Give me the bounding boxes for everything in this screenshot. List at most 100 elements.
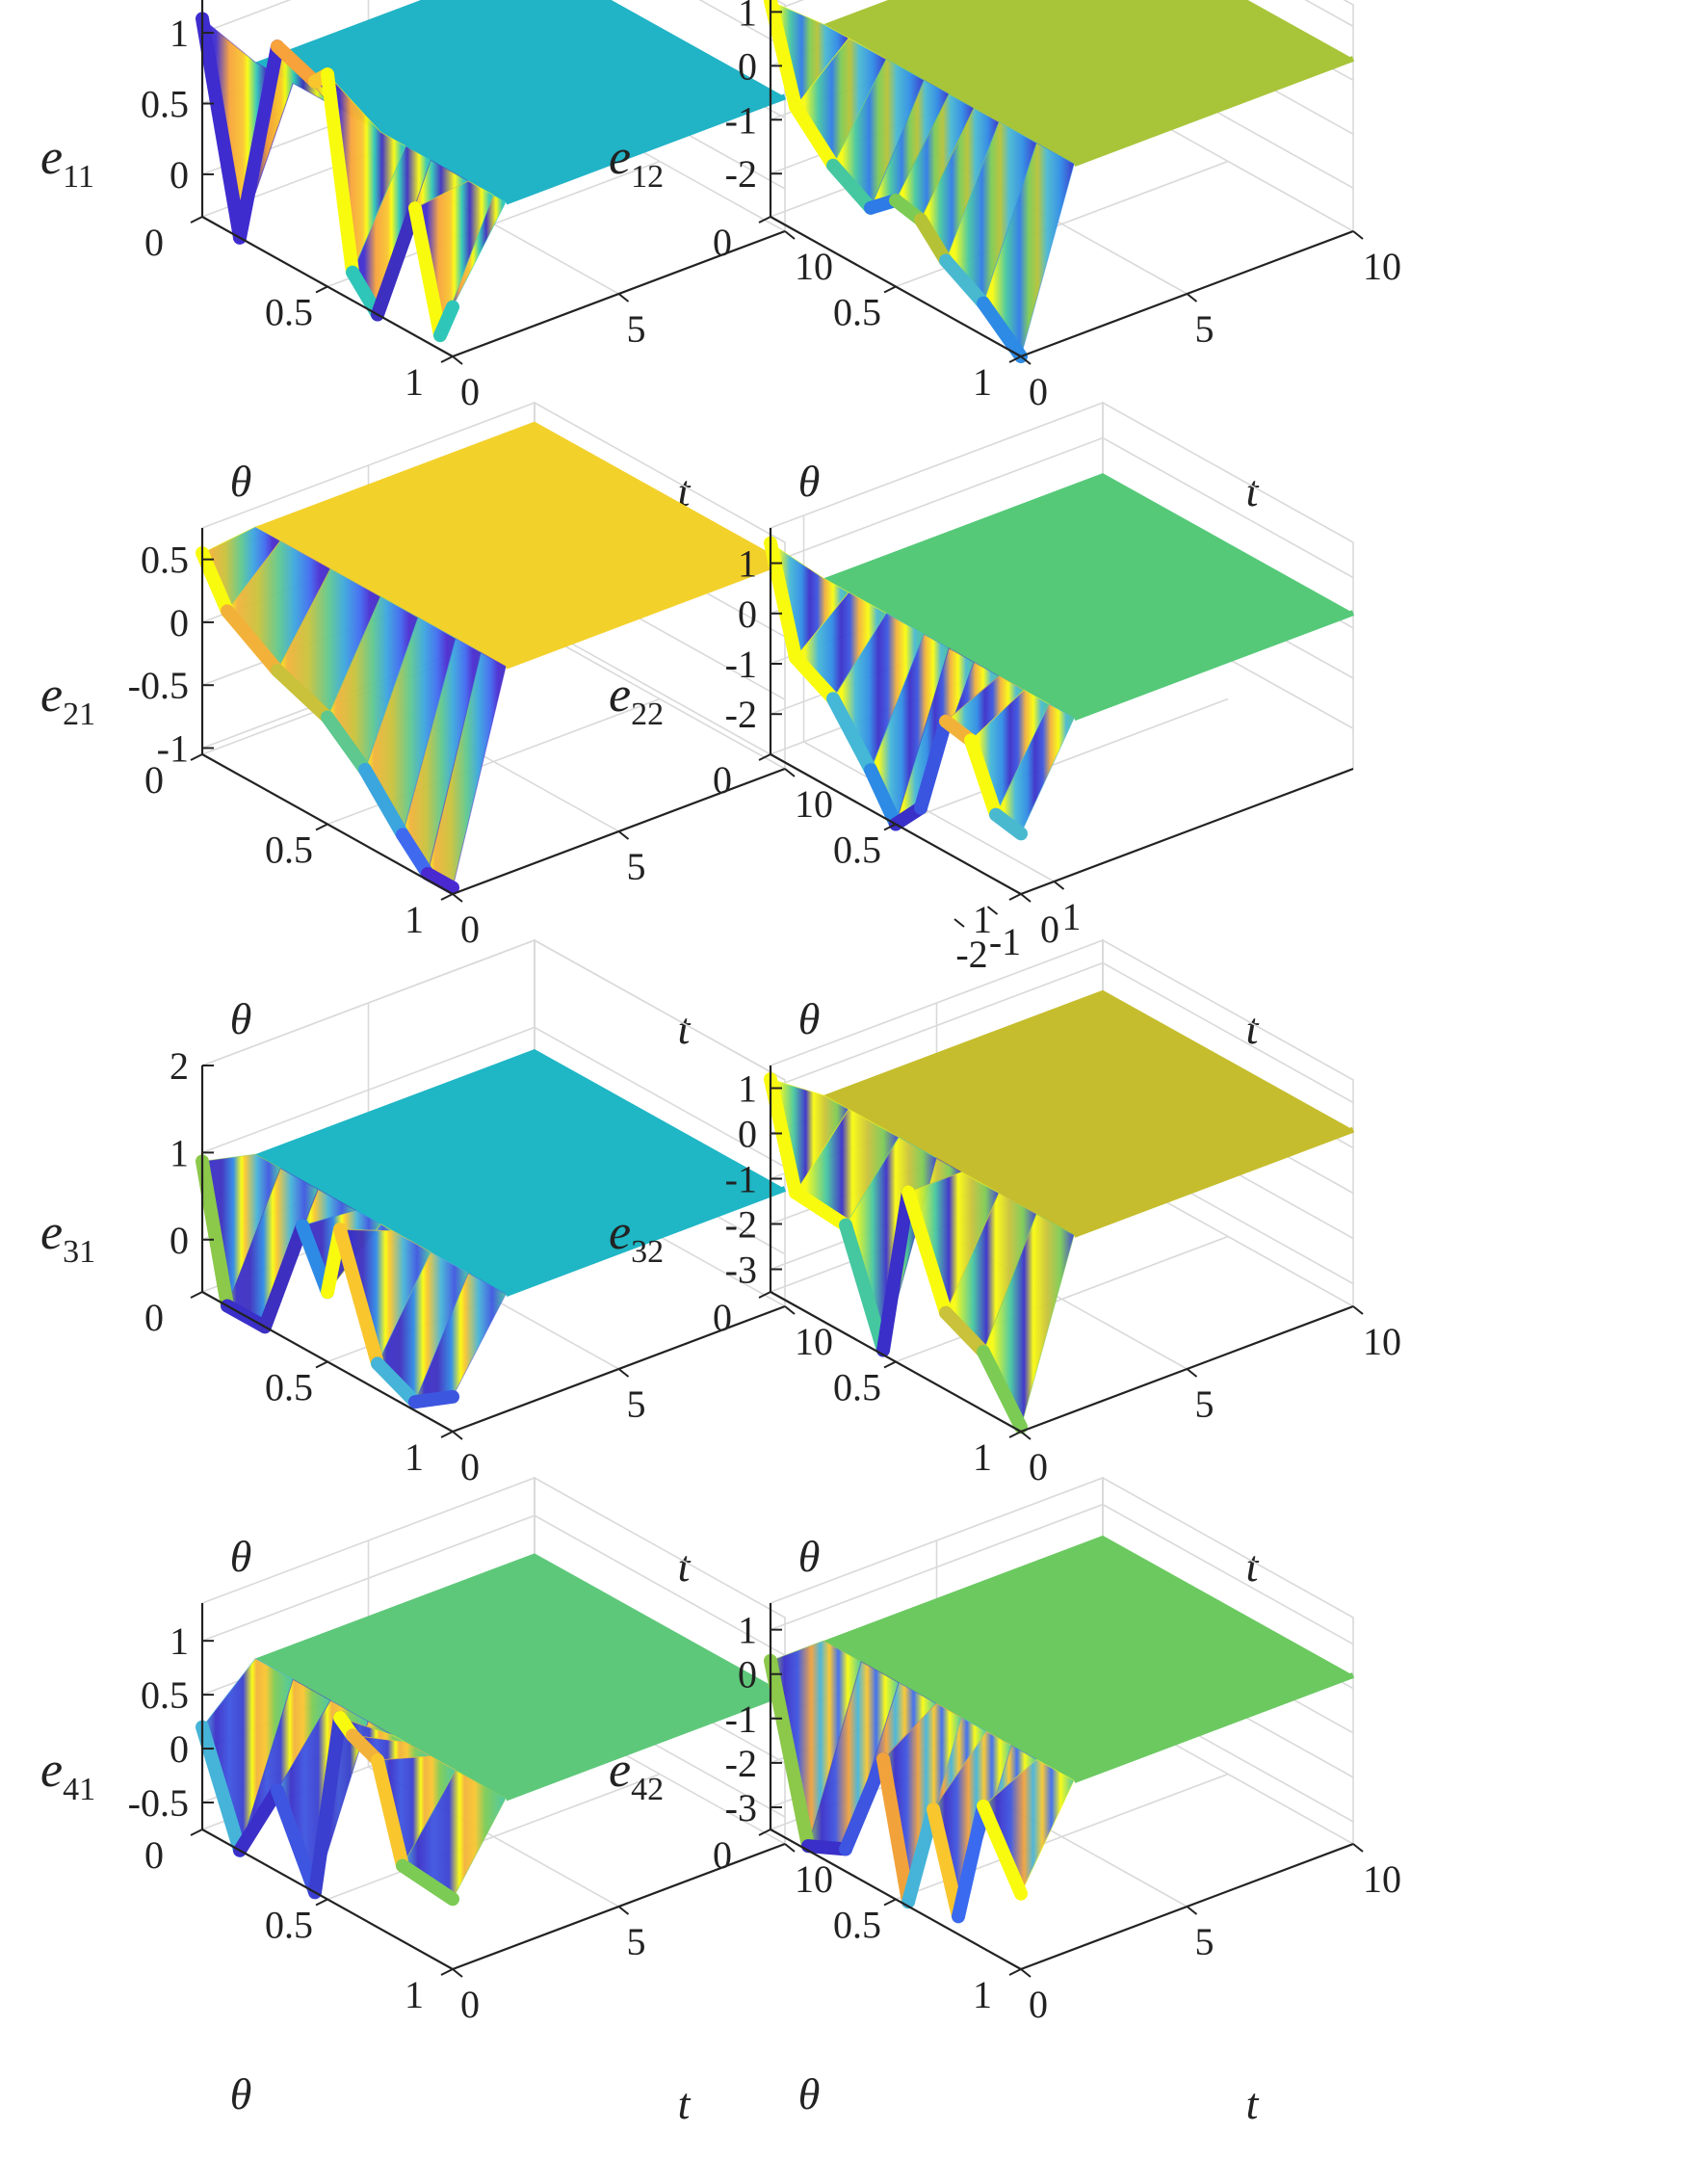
z-tick-label: 0 bbox=[170, 1727, 189, 1771]
steady-state-sheet bbox=[823, 989, 1353, 1235]
t-tick-label: 0 bbox=[460, 908, 480, 951]
t-tick bbox=[452, 1431, 463, 1440]
edge-segment bbox=[371, 201, 422, 322]
theta-tick bbox=[883, 1898, 897, 1907]
t-tick bbox=[784, 230, 796, 240]
theta-tick bbox=[1008, 893, 1022, 901]
t-tick-label: 0 bbox=[1029, 1445, 1048, 1488]
z-tick-label: 1 bbox=[738, 1609, 757, 1652]
t-tick-label: 5 bbox=[627, 307, 646, 351]
z-tick-label: 0 bbox=[170, 1219, 189, 1262]
z-tick-label: -1 bbox=[725, 1158, 757, 1201]
theta-tick bbox=[440, 1968, 454, 1976]
edge-segment bbox=[864, 763, 902, 831]
t-axis-label: t bbox=[1246, 2079, 1260, 2128]
t-tick-label: 10 bbox=[795, 1857, 833, 1901]
edge-segment bbox=[977, 296, 1028, 363]
edge-segment bbox=[977, 1799, 1028, 1901]
z-axis-label: e42 bbox=[609, 1743, 664, 1807]
floor-grid-t bbox=[534, 628, 786, 770]
surface bbox=[196, 421, 787, 895]
theta-tick-label: 0 bbox=[144, 758, 164, 802]
surface bbox=[196, 1048, 787, 1409]
t-axis-label: t bbox=[678, 1004, 692, 1053]
edge-segment bbox=[764, 536, 802, 665]
t-tick-label: 10 bbox=[1363, 1857, 1401, 1901]
t-tick-label: 10 bbox=[795, 782, 833, 826]
theta-axis-label: θ bbox=[798, 2069, 821, 2118]
edge-segment bbox=[826, 692, 877, 777]
edge-segment bbox=[271, 1783, 322, 1900]
t-tick bbox=[1352, 230, 1364, 240]
theta-axis-label: θ bbox=[230, 1532, 252, 1581]
z-tick-label: -0.5 bbox=[128, 1781, 189, 1825]
z-tick-label: 0 bbox=[738, 592, 757, 636]
t-tick bbox=[1186, 1368, 1198, 1378]
sheet-front-edge bbox=[505, 93, 787, 205]
t-tick bbox=[1352, 1305, 1364, 1315]
edge-segment bbox=[258, 1219, 309, 1334]
theta-tick-label: 0 bbox=[713, 1296, 732, 1339]
t-tick-label: 0 bbox=[1040, 908, 1059, 951]
edge-segment bbox=[876, 1185, 915, 1357]
wall-grid-z bbox=[201, 1026, 786, 1169]
t-tick-label: 10 bbox=[1363, 245, 1401, 288]
z-tick-label: 0.5 bbox=[141, 1673, 189, 1717]
t-tick-label: 10 bbox=[795, 1320, 833, 1363]
z-tick-label: -1 bbox=[725, 1697, 757, 1741]
theta-tick bbox=[315, 1360, 328, 1369]
theta-tick bbox=[440, 355, 454, 363]
z-tick-label: 1 bbox=[170, 12, 189, 55]
edge-segment bbox=[764, 1653, 815, 1854]
edge-segment bbox=[826, 158, 877, 215]
t-axis-label: t bbox=[678, 2079, 692, 2128]
t-tick bbox=[1186, 1906, 1198, 1915]
t-tick bbox=[1020, 1431, 1032, 1440]
theta-tick bbox=[883, 823, 897, 831]
t-tick bbox=[1020, 1968, 1032, 1978]
t-tick-label: 5 bbox=[627, 1920, 646, 1963]
theta-tick bbox=[190, 1291, 203, 1299]
t-tick bbox=[452, 1968, 463, 1978]
theta-tick-label: 0.5 bbox=[265, 1904, 313, 1947]
sheet-front-edge bbox=[505, 558, 787, 670]
z-axis-label: e31 bbox=[40, 1205, 95, 1270]
sheet-front-edge bbox=[505, 1690, 787, 1802]
theta-axis-label: θ bbox=[798, 457, 821, 506]
edge-segment bbox=[396, 828, 434, 881]
surface bbox=[764, 0, 1355, 363]
z-tick-label: 1 bbox=[170, 1131, 189, 1174]
theta-tick-label: 1 bbox=[973, 1435, 992, 1479]
wall-grid-z bbox=[201, 939, 786, 1081]
steady-state-sheet bbox=[255, 1048, 785, 1295]
theta-tick bbox=[190, 216, 203, 224]
sheet-front-edge bbox=[1073, 1126, 1355, 1238]
edge-segment bbox=[901, 1802, 940, 1909]
steady-state-sheet bbox=[823, 0, 1353, 165]
edge-segment bbox=[196, 1154, 234, 1313]
theta-tick-label: 0.5 bbox=[833, 1904, 881, 1947]
t-tick-label: 5 bbox=[1195, 307, 1215, 351]
edge-segment bbox=[196, 546, 234, 618]
steady-state-sheet bbox=[255, 1553, 785, 1799]
theta-tick-label: 0.5 bbox=[833, 829, 881, 872]
theta-axis-label: θ bbox=[230, 2069, 252, 2118]
theta-tick bbox=[190, 1829, 203, 1836]
edge-segment bbox=[789, 1186, 852, 1232]
surface bbox=[764, 989, 1355, 1434]
sheet-front-edge bbox=[1073, 56, 1355, 167]
edge-segment bbox=[333, 1223, 384, 1371]
theta-tick-label: 0 bbox=[713, 221, 732, 264]
z-tick-label: -1 bbox=[725, 98, 757, 142]
edge-segment bbox=[939, 1305, 990, 1359]
edge-segment bbox=[901, 1185, 953, 1320]
theta-tick bbox=[883, 285, 897, 294]
edge-segment bbox=[196, 1720, 247, 1857]
z-axis-label: e32 bbox=[609, 1205, 664, 1270]
